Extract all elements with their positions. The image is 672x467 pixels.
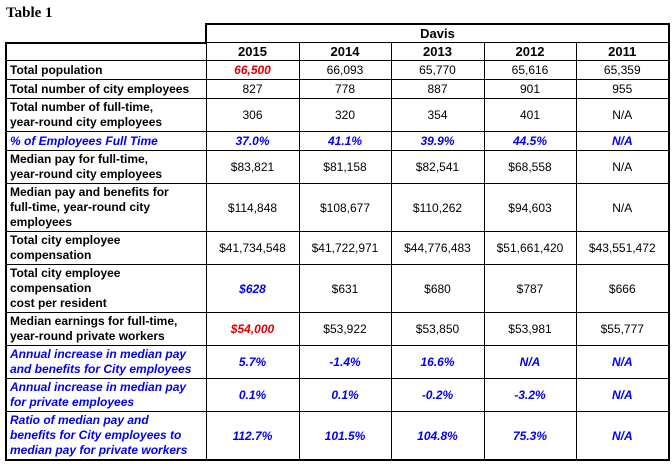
cell-value: $631 — [298, 264, 392, 313]
table-row-increase-private-pay: Annual increase in median pay for privat… — [5, 378, 671, 412]
cell-value: 5.7% — [205, 345, 300, 379]
cell-value: -3.2% — [483, 378, 577, 412]
table-row-total-population: Total population 66,500 66,093 65,770 65… — [5, 60, 671, 80]
cell-value: N/A — [575, 378, 671, 412]
cell-value: 112.7% — [205, 411, 300, 461]
cell-value: 354 — [390, 98, 485, 132]
row-label: Median pay for full-time, year-round cit… — [5, 150, 207, 184]
row-label: Total number of full-time, year-round ci… — [5, 98, 207, 132]
cell-value: $43,551,472 — [575, 231, 671, 265]
year-header-2012: 2012 — [483, 42, 577, 61]
cell-value: 401 — [483, 98, 577, 132]
row-label: % of Employees Full Time — [5, 131, 207, 151]
cell-value: 778 — [298, 79, 392, 99]
cell-value: 65,770 — [390, 60, 485, 80]
cell-value: -0.2% — [390, 378, 485, 412]
row-label: Total number of city employees — [5, 79, 207, 99]
cell-value: -1.4% — [298, 345, 392, 379]
cell-value: $53,850 — [390, 312, 485, 346]
row-label: Annual increase in median pay and benefi… — [5, 345, 207, 379]
year-header-2015: 2015 — [205, 42, 300, 61]
cell-value: 66,093 — [298, 60, 392, 80]
cell-value: 306 — [205, 98, 300, 132]
cell-value: $54,000 — [205, 312, 300, 346]
cell-value: 0.1% — [298, 378, 392, 412]
page-title: Table 1 — [6, 5, 53, 21]
cell-value: $94,603 — [483, 183, 577, 232]
cell-value: $44,776,483 — [390, 231, 485, 265]
cell-value: 44.5% — [483, 131, 577, 151]
table-row-private-earnings: Median earnings for full-time, year-roun… — [5, 312, 671, 346]
cell-value: $787 — [483, 264, 577, 313]
table-row-cost-per-resident: Total city employee compensation cost pe… — [5, 264, 671, 313]
table-row-total-compensation: Total city employee compensation $41,734… — [5, 231, 671, 265]
group-header-row: Davis — [6, 23, 671, 43]
cell-value: $628 — [205, 264, 300, 313]
cell-value: $53,981 — [483, 312, 577, 346]
cell-value: 955 — [575, 79, 671, 99]
row-label: Median pay and benefits for full-time, y… — [5, 183, 207, 232]
stats-table: Davis 2015 2014 2013 2012 2011 Total pop… — [5, 23, 671, 461]
cell-value: 101.5% — [298, 411, 392, 461]
table-row-median-pay-benefits: Median pay and benefits for full-time, y… — [5, 183, 671, 232]
cell-value: 901 — [483, 79, 577, 99]
table-row-city-employees: Total number of city employees 827 778 8… — [5, 79, 671, 99]
cell-value: N/A — [575, 183, 671, 232]
label-column-header — [5, 41, 207, 61]
cell-value: $68,558 — [483, 150, 577, 184]
cell-value: 37.0% — [205, 131, 300, 151]
cell-value: $110,262 — [390, 183, 485, 232]
row-label: Total city employee compensation cost pe… — [5, 264, 207, 313]
cell-value: $666 — [575, 264, 671, 313]
cell-value: $41,734,548 — [205, 231, 300, 265]
row-label: Median earnings for full-time, year-roun… — [5, 312, 207, 346]
table-row-increase-city-pay: Annual increase in median pay and benefi… — [5, 345, 671, 379]
cell-value: 16.6% — [390, 345, 485, 379]
cell-value: 0.1% — [205, 378, 300, 412]
cell-value: $81,158 — [298, 150, 392, 184]
row-label: Ratio of median pay and benefits for Cit… — [5, 411, 207, 461]
row-label: Total city employee compensation — [5, 231, 207, 265]
cell-value: $82,541 — [390, 150, 485, 184]
year-header-2011: 2011 — [575, 42, 671, 61]
cell-value: 41.1% — [298, 131, 392, 151]
cell-value: 65,359 — [575, 60, 671, 80]
table-row-pay-ratio: Ratio of median pay and benefits for Cit… — [5, 411, 671, 461]
year-header-row: 2015 2014 2013 2012 2011 — [5, 41, 671, 61]
year-header-2014: 2014 — [298, 42, 392, 61]
cell-value: N/A — [575, 411, 671, 461]
cell-value: $51,661,420 — [483, 231, 577, 265]
cell-value: N/A — [575, 98, 671, 132]
cell-value: $83,821 — [205, 150, 300, 184]
cell-value: N/A — [575, 345, 671, 379]
row-label: Total population — [5, 60, 207, 80]
cell-value: $55,777 — [575, 312, 671, 346]
cell-value: N/A — [575, 131, 671, 151]
cell-value: $114,848 — [205, 183, 300, 232]
cell-value: $680 — [390, 264, 485, 313]
cell-value: 39.9% — [390, 131, 485, 151]
cell-value: N/A — [575, 150, 671, 184]
group-header-davis: Davis — [204, 23, 671, 43]
table-row-percent-fulltime: % of Employees Full Time 37.0% 41.1% 39.… — [5, 131, 671, 151]
year-header-2013: 2013 — [390, 42, 485, 61]
table-row-median-pay: Median pay for full-time, year-round cit… — [5, 150, 671, 184]
cell-value: $41,722,971 — [298, 231, 392, 265]
cell-value: 75.3% — [483, 411, 577, 461]
row-label: Annual increase in median pay for privat… — [5, 378, 207, 412]
cell-value: $108,677 — [298, 183, 392, 232]
cell-value: 887 — [390, 79, 485, 99]
cell-value: 104.8% — [390, 411, 485, 461]
cell-value: 66,500 — [205, 60, 300, 80]
cell-value: N/A — [483, 345, 577, 379]
corner-spacer — [6, 24, 206, 43]
cell-value: 320 — [298, 98, 392, 132]
table-row-fulltime-employees: Total number of full-time, year-round ci… — [5, 98, 671, 132]
cell-value: $53,922 — [298, 312, 392, 346]
cell-value: 65,616 — [483, 60, 577, 80]
cell-value: 827 — [205, 79, 300, 99]
